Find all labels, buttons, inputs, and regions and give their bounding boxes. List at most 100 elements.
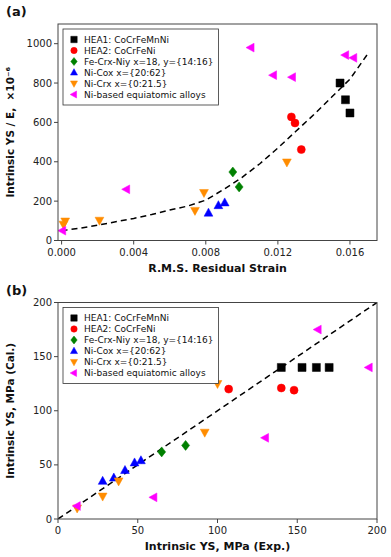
- legend-swatch: [71, 47, 77, 53]
- point: [290, 386, 298, 394]
- point: [325, 363, 333, 371]
- figure: 0.0000.0040.0080.0120.016020040060080010…: [0, 0, 391, 557]
- x-tick-label: 200: [367, 525, 386, 536]
- point: [313, 325, 321, 334]
- point: [114, 478, 123, 486]
- y-tick: [54, 464, 58, 465]
- point: [95, 217, 104, 225]
- x-tick-label: 0.008: [191, 247, 220, 258]
- point: [158, 447, 166, 457]
- legend-box: [63, 29, 219, 105]
- point: [200, 429, 209, 437]
- marks: [58, 303, 377, 520]
- y-tick: [54, 122, 58, 123]
- x-tick-label: 0: [55, 525, 61, 536]
- point: [72, 502, 80, 511]
- point: [341, 51, 349, 60]
- x-tick: [217, 519, 218, 523]
- y-tick-label: 800: [33, 78, 52, 89]
- plot-area: [58, 24, 377, 241]
- y-tick-label: 50: [39, 459, 52, 470]
- x-tick-label: 0.012: [264, 247, 293, 258]
- legend-label: HEA1: CoCrFeMnNi: [84, 35, 169, 45]
- y-tick-label: 0: [46, 514, 52, 525]
- legend-label: Ni-Cox x={20:62}: [84, 68, 166, 78]
- point: [269, 71, 277, 80]
- plot-area: [58, 303, 377, 520]
- point: [229, 167, 237, 177]
- legend-swatch: [71, 326, 77, 332]
- x-tick: [205, 241, 206, 245]
- panel: 050100150200050100150200(b)Intrinsic YS,…: [4, 283, 387, 554]
- point: [121, 465, 130, 473]
- point: [287, 73, 295, 82]
- plot-frame: [58, 303, 377, 520]
- point: [246, 43, 254, 52]
- point: [297, 146, 305, 154]
- legend-swatch: [71, 336, 77, 344]
- y-tick: [54, 410, 58, 411]
- panel-title: (a): [6, 4, 27, 19]
- legend-label: HEA2: CoCrFeNi: [84, 46, 155, 56]
- y-tick: [54, 519, 58, 520]
- legend-label: HEA2: CoCrFeNi: [84, 324, 155, 334]
- point: [137, 456, 146, 464]
- legend-box: [63, 308, 219, 384]
- point: [346, 109, 354, 117]
- legend-swatch: [70, 359, 77, 365]
- legend-swatch: [71, 36, 77, 42]
- point: [98, 476, 107, 484]
- y-tick: [54, 161, 58, 162]
- y-tick: [54, 83, 58, 84]
- point: [261, 433, 269, 442]
- x-tick: [137, 519, 138, 523]
- x-tick-label: 50: [131, 525, 144, 536]
- point: [349, 53, 357, 62]
- y-tick-label: 400: [33, 156, 52, 167]
- point: [282, 159, 291, 167]
- x-tick: [58, 519, 59, 523]
- y-tick-label: 200: [33, 196, 52, 207]
- legend-label: Fe-Crx-Niy x=18, y={14:16}: [84, 57, 214, 67]
- legend-label: Ni-Crx x={0:21.5}: [84, 357, 168, 367]
- y-tick: [54, 43, 58, 44]
- x-axis-label: Intrinsic YS, MPa (Exp.): [145, 540, 290, 553]
- x-tick: [297, 519, 298, 523]
- x-tick-label: 150: [288, 525, 307, 536]
- legend-swatch: [70, 369, 76, 376]
- x-tick-label: 0.000: [47, 247, 76, 258]
- legend-swatch: [70, 347, 77, 353]
- y-axis-label: Intrinsic YS, MPa (Cal.): [4, 343, 16, 479]
- point: [191, 207, 200, 215]
- y-tick-label: 150: [33, 351, 52, 362]
- y-tick-label: 100: [33, 405, 52, 416]
- point: [235, 182, 243, 192]
- y-tick: [54, 201, 58, 202]
- y-tick: [54, 356, 58, 357]
- point: [122, 185, 130, 194]
- x-axis-label: R.M.S. Residual Strain: [148, 262, 287, 275]
- y-tick-label: 1000: [27, 38, 52, 49]
- point: [200, 189, 209, 197]
- point: [341, 96, 349, 104]
- y-axis-label: Intrinsic YS / E, ×10⁻⁶: [4, 66, 16, 197]
- point: [312, 363, 320, 371]
- y-tick: [54, 302, 58, 303]
- x-tick-label: 0.004: [119, 247, 148, 258]
- point: [98, 493, 107, 501]
- legend: HEA1: CoCrFeMnNiHEA2: CoCrFeNiFe-Crx-Niy…: [63, 308, 219, 384]
- point: [204, 208, 213, 216]
- fit-line: [58, 303, 377, 520]
- panel: 0.0000.0040.0080.0120.016020040060080010…: [4, 4, 377, 275]
- panel-title: (b): [6, 283, 27, 298]
- legend-label: HEA1: CoCrFeMnNi: [84, 313, 169, 323]
- legend-swatch: [70, 91, 76, 98]
- point: [149, 493, 157, 502]
- x-tick: [61, 241, 62, 245]
- point: [58, 226, 66, 235]
- point: [220, 198, 229, 206]
- point: [225, 385, 233, 393]
- legend-label: Ni-Crx x={0:21.5}: [84, 79, 168, 89]
- x-tick: [277, 241, 278, 245]
- y-tick: [54, 240, 58, 241]
